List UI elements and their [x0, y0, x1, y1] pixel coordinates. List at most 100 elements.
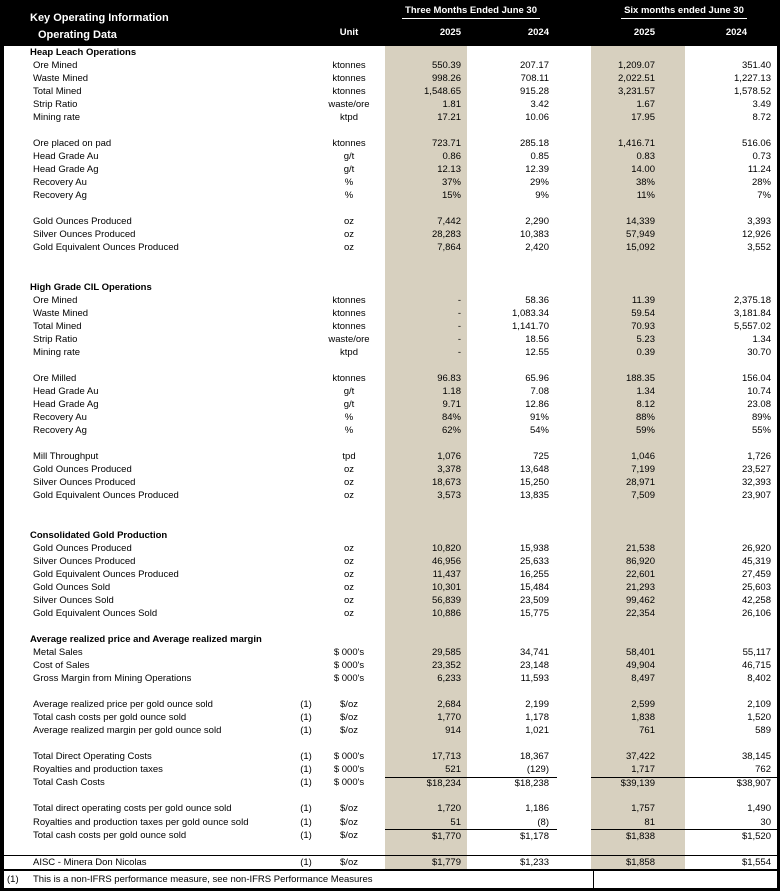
row-unit: $ 000's: [333, 751, 365, 763]
row-unit: ktonnes: [332, 72, 366, 84]
value-6m-2025: 37,422: [625, 751, 655, 763]
value-3m-2024: 725: [533, 451, 549, 463]
row-footnote-ref: [293, 464, 319, 477]
row-footnote-ref: [293, 477, 319, 490]
value-6m-2025: [591, 633, 685, 646]
spacer-row: [4, 255, 777, 268]
value-3m-2024: 58.36: [525, 294, 549, 306]
highlight-column-6m-2025: [591, 46, 685, 869]
value-3m-2025: 550.39: [431, 59, 461, 71]
value-3m-2025: 723.71: [431, 138, 461, 150]
row-unit: %: [344, 177, 354, 189]
value-3m-2024: [467, 633, 557, 646]
value-6m-2025: 21,538: [625, 542, 655, 554]
value-3m-2025: 56,839: [431, 594, 461, 606]
value-3m-2024: 7.08: [530, 385, 550, 397]
row-unit: ktonnes: [332, 307, 366, 319]
value-3m-2024: 0.85: [530, 151, 550, 163]
row-footnote-ref: [293, 111, 319, 124]
row-label: Gold Ounces Produced: [33, 542, 132, 554]
value-3m-2024: 1,141.70: [512, 320, 549, 332]
row-label: Head Grade Au: [33, 151, 99, 163]
table-row: Mining rate ktpd 17.21 10.06 17.95 8.72: [4, 111, 777, 124]
value-6m-2025: 59%: [635, 425, 655, 437]
value-6m-2025: 1,717: [631, 764, 655, 776]
column-gap: [557, 581, 591, 594]
value-6m-2025: 0.83: [636, 151, 656, 163]
row-footnote-ref: [293, 529, 319, 542]
value-6m-2024: 12,926: [741, 229, 771, 241]
value-3m-2025: [385, 281, 467, 294]
header-row-years: Unit 2025 2024 2025 2024: [4, 23, 777, 41]
value-6m-2024: [685, 529, 777, 542]
value-3m-2024: $18,238: [467, 776, 557, 791]
row-label: Mining rate: [33, 346, 80, 358]
column-gap: [557, 542, 591, 555]
value-6m-2025: [591, 281, 685, 294]
value-6m-2025: 1,416.71: [618, 138, 655, 150]
column-gap: [557, 216, 591, 229]
row-footnote-ref: [293, 320, 319, 333]
section-row: Average realized price and Average reali…: [4, 633, 777, 646]
row-footnote-ref: [293, 150, 319, 163]
value-3m-2024: 9%: [535, 190, 549, 202]
row-unit: oz: [343, 594, 355, 606]
value-3m-2024: [467, 46, 557, 59]
value-3m-2025: 9.71: [442, 399, 462, 411]
column-gap: [557, 229, 591, 242]
table-row: AISC - Minera Don Nicolas (1) $/oz $1,779 $1…: [4, 854, 777, 869]
row-footnote-ref: [293, 411, 319, 424]
value-6m-2025: [591, 46, 685, 59]
value-3m-2025: 37%: [441, 177, 461, 189]
column-gap: [557, 424, 591, 437]
column-gap: [557, 633, 591, 646]
table-row: Silver Ounces Sold oz 56,839 23,509 99,462 42…: [4, 594, 777, 607]
value-3m-2024: [467, 529, 557, 542]
column-gap: [557, 450, 591, 463]
row-label: Metal Sales: [33, 646, 83, 658]
table-row: Mining rate ktpd - 12.55 0.39 30.70: [4, 346, 777, 359]
row-footnote-ref: [293, 294, 319, 307]
column-gap: [557, 281, 591, 294]
row-unit: oz: [343, 542, 355, 554]
column-gap: [557, 777, 591, 790]
column-gap: [557, 411, 591, 424]
row-label: Head Grade Ag: [33, 399, 99, 411]
spacer-row: [4, 437, 777, 450]
row-footnote-ref: [293, 72, 319, 85]
row-label: Recovery Ag: [33, 190, 87, 202]
column-gap: [557, 568, 591, 581]
row-label: Mining rate: [33, 112, 80, 123]
value-6m-2025: 22,354: [625, 607, 655, 619]
row-footnote-ref: [293, 490, 319, 503]
value-3m-2025: 18,673: [431, 477, 461, 489]
value-3m-2025: 10,886: [431, 607, 461, 619]
row-footnote-ref: [293, 659, 319, 672]
row-footnote-ref: [293, 385, 319, 398]
value-6m-2025: 11.39: [631, 294, 655, 306]
value-3m-2024: 23,509: [519, 594, 549, 606]
row-footnote-ref: (1): [300, 816, 312, 828]
row-footnote-ref: (1): [300, 777, 312, 789]
value-6m-2024: 8.72: [752, 112, 772, 123]
spacer-row: [4, 842, 777, 855]
column-gap: [557, 163, 591, 176]
value-3m-2025: [385, 529, 467, 542]
row-unit: g/t: [343, 385, 355, 397]
value-3m-2024: 13,835: [519, 490, 549, 502]
table-row: Total Mined ktonnes 1,548.65 915.28 3,231.57…: [4, 85, 777, 98]
section-row: Heap Leach Operations: [4, 46, 777, 59]
row-unit: $/oz: [340, 699, 358, 711]
row-label: Strip Ratio: [33, 98, 78, 110]
value-6m-2025: 0.39: [636, 346, 656, 358]
year-header-6m-2024: 2024: [725, 26, 747, 38]
row-unit: g/t: [343, 164, 355, 176]
row-unit: [319, 633, 379, 646]
page-subtitle: Operating Data: [38, 29, 117, 41]
spacer-row: [4, 203, 777, 216]
value-3m-2024: 207.17: [519, 59, 549, 71]
row-unit: ktonnes: [332, 59, 366, 71]
table-row: Gold Equivalent Ounces Produced oz 11,437 1…: [4, 568, 777, 581]
row-label: Gold Ounces Produced: [33, 464, 132, 476]
value-3m-2025: 7,442: [437, 216, 461, 228]
